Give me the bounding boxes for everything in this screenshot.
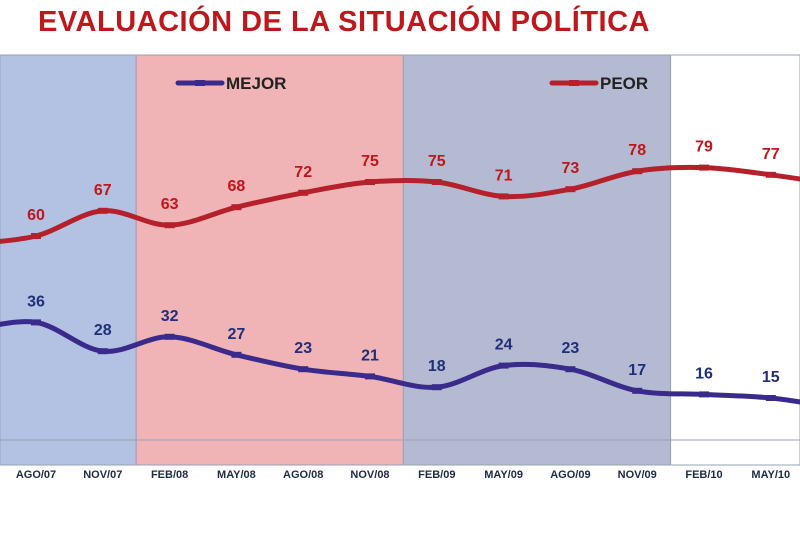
x-tick-label-12: MAY/10: [751, 469, 790, 481]
legend: MEJOR PEOR: [175, 74, 648, 93]
marker-peor-3: [164, 222, 175, 229]
data-label-mejor-8: 24: [495, 337, 513, 354]
marker-peor-9: [565, 186, 576, 193]
series-line-peor: [0, 164, 800, 244]
data-label-mejor-1: 36: [27, 293, 45, 310]
marker-peor-8: [498, 193, 509, 200]
marker-mejor-4: [231, 351, 242, 358]
marker-mejor-9: [565, 366, 576, 373]
data-label-mejor-4: 27: [228, 326, 246, 343]
data-label-peor-11: 79: [695, 139, 713, 156]
marker-mejor-11: [699, 391, 709, 398]
legend-label-peor: PEOR: [600, 74, 648, 93]
marker-mejor-12: [765, 395, 776, 401]
x-tick-label-9: AGO/09: [550, 469, 590, 481]
chart-title: EVALUACIÓN DE LA SITUACIÓN POLÍTICA: [38, 6, 650, 38]
x-axis-ticks: AGO/07 NOV/07 FEB/08 MAY/08 AGO/08 NOV/08 FEB/…: [16, 469, 790, 481]
data-label-mejor-9: 23: [562, 340, 580, 357]
marker-mejor-5: [298, 366, 309, 373]
x-tick-label-10: NOV/09: [618, 469, 657, 481]
x-tick-label-3: FEB/08: [151, 469, 188, 481]
data-label-peor-6: 75: [361, 153, 379, 170]
data-label-mejor-5: 23: [294, 340, 312, 357]
data-label-peor-3: 63: [161, 196, 179, 213]
x-tick-label-5: AGO/08: [283, 469, 323, 481]
marker-mejor-7: [431, 384, 442, 391]
data-label-mejor-6: 21: [361, 347, 379, 364]
x-tick-label-7: FEB/09: [418, 469, 455, 481]
data-label-peor-4: 68: [228, 178, 246, 195]
period-band-1: [0, 54, 137, 466]
data-label-peor-7: 75: [428, 153, 446, 170]
marker-peor-1: [31, 233, 41, 239]
marker-mejor-8: [498, 362, 509, 369]
data-label-peor-8: 71: [495, 167, 513, 184]
data-label-peor-1: 60: [27, 207, 45, 224]
data-label-mejor-11: 16: [695, 365, 713, 382]
data-label-peor-2: 67: [94, 182, 112, 199]
marker-mejor-2: [97, 348, 108, 355]
x-tick-label-11: FEB/10: [685, 469, 722, 481]
data-label-peor-10: 78: [628, 142, 646, 159]
marker-mejor-1: [31, 319, 41, 326]
period-band-2: [135, 54, 404, 466]
data-label-mejor-3: 32: [161, 308, 179, 325]
data-label-mejor-2: 28: [94, 322, 112, 339]
marker-peor-6: [365, 179, 375, 185]
marker-mejor-6: [365, 373, 375, 380]
data-label-mejor-7: 18: [428, 358, 446, 375]
data-label-peor-5: 72: [294, 164, 312, 181]
period-band-3: [402, 54, 672, 466]
legend-label-mejor: MEJOR: [226, 74, 286, 93]
data-label-mejor-10: 17: [628, 362, 646, 379]
marker-peor-11: [699, 164, 709, 171]
marker-peor-12: [765, 171, 776, 178]
x-tick-label-6: NOV/08: [350, 469, 389, 481]
marker-peor-5: [298, 189, 309, 196]
data-label-peor-9: 73: [562, 160, 580, 177]
period-bands: [0, 54, 800, 466]
marker-mejor-10: [632, 387, 643, 394]
legend-marker-peor: [569, 80, 579, 86]
marker-mejor-3: [164, 333, 175, 340]
marker-peor-2: [97, 207, 108, 214]
marker-peor-7: [431, 179, 442, 185]
series-line-mejor: [0, 319, 800, 405]
data-labels: 36 28 32 27 23 21 18 24 23 17 16 15 60 67 63 68 72 75 75 71…: [27, 139, 780, 386]
x-tick-label-8: MAY/09: [484, 469, 523, 481]
legend-marker-mejor: [195, 80, 205, 86]
marker-peor-10: [632, 168, 643, 175]
x-tick-label-1: AGO/07: [16, 469, 56, 481]
data-label-peor-12: 77: [762, 146, 780, 163]
x-tick-label-4: MAY/08: [217, 469, 256, 481]
period-band-4: [670, 54, 800, 466]
x-tick-label-2: NOV/07: [83, 469, 122, 481]
marker-peor-4: [231, 204, 242, 211]
series-lines: [0, 164, 800, 405]
data-label-mejor-12: 15: [762, 369, 780, 386]
